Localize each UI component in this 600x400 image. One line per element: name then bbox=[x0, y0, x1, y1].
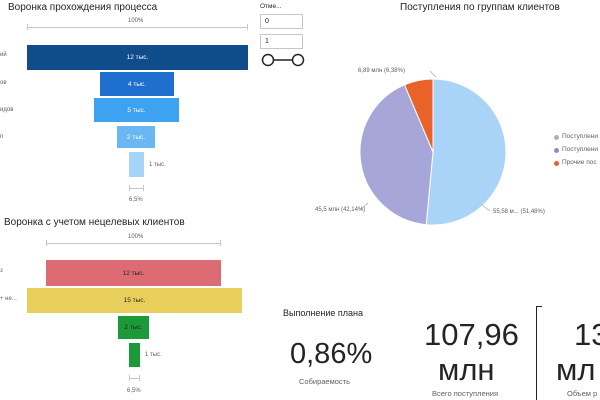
plan-title: Выполнение плана bbox=[283, 308, 363, 318]
slicer-min-input[interactable]: 0 bbox=[260, 14, 303, 29]
funnel2-bottom-divider bbox=[129, 378, 140, 379]
funnel1-bar-label-outside: 1 тыс. bbox=[149, 162, 166, 168]
funnel1-title: Воронка прохождения процесса bbox=[8, 2, 158, 13]
funnel1-top-divider bbox=[27, 27, 248, 28]
pie-leader-line bbox=[481, 204, 491, 212]
pie-leader-line bbox=[359, 202, 369, 211]
pie-chart[interactable] bbox=[340, 60, 540, 240]
total-income-value: 107,96 bbox=[424, 317, 519, 352]
pie-title: Поступления по группам клиентов bbox=[400, 2, 560, 13]
legend-dot bbox=[554, 161, 559, 166]
funnel1-bar[interactable]: 4 тыс. bbox=[100, 72, 174, 96]
volume-caption: Объем р bbox=[567, 389, 598, 398]
funnel2-title: Воронка с учетом нецелевых клиентов bbox=[4, 217, 185, 228]
funnel1-bar[interactable] bbox=[129, 152, 144, 177]
funnel2-top-divider bbox=[46, 243, 221, 244]
funnel1-category-label: идов bbox=[0, 107, 14, 113]
total-income-caption: Всего поступления bbox=[432, 389, 499, 398]
pie-slice[interactable] bbox=[403, 78, 434, 153]
legend-item[interactable]: Поступлени bbox=[562, 133, 598, 140]
volume-unit: мл bbox=[556, 352, 596, 387]
slicer-title: Отме... bbox=[260, 3, 282, 10]
funnel1-top-tick-right bbox=[247, 24, 248, 30]
volume-value: 13 bbox=[574, 317, 600, 352]
funnel1-top-tick-left bbox=[27, 24, 28, 30]
legend-item[interactable]: Поступлени bbox=[562, 146, 598, 153]
legend-dot bbox=[554, 135, 559, 140]
funnel1-bar[interactable]: 12 тыс. bbox=[27, 45, 248, 70]
funnel1-bottom-divider bbox=[129, 188, 144, 189]
funnel2-bottom-tick-left bbox=[129, 375, 130, 381]
funnel1-top-percent: 100% bbox=[128, 18, 144, 24]
card-border-top bbox=[536, 306, 542, 307]
funnel1-bottom-percent: 6,5% bbox=[129, 197, 143, 203]
pie-slice-label: 55,58 м... (51,48%) bbox=[493, 209, 545, 215]
pie-slice-label: 6,89 млн (6,38%) bbox=[358, 68, 405, 74]
slicer-max-input[interactable]: 1 bbox=[260, 34, 303, 49]
funnel1-bottom-tick-right bbox=[143, 185, 144, 191]
funnel2-top-percent: 100% bbox=[128, 234, 144, 240]
funnel2-category-label: + не... bbox=[0, 296, 17, 302]
funnel2-bar-label-outside: 1 тыс. bbox=[145, 352, 162, 358]
funnel2-bar[interactable] bbox=[129, 343, 140, 367]
plan-value: 0,86% bbox=[290, 338, 373, 370]
slider-handle-max[interactable] bbox=[291, 53, 305, 67]
funnel1-bar[interactable]: 2 тыс. bbox=[117, 126, 155, 148]
funnel2-top-tick-left bbox=[46, 240, 47, 246]
pie-leader-line bbox=[429, 70, 437, 78]
funnel1-bottom-tick-left bbox=[129, 185, 130, 191]
pie-slice-label: 45,5 млн (42,14%) bbox=[315, 207, 366, 213]
funnel1-category-label: ов bbox=[0, 80, 7, 86]
pie-slice[interactable] bbox=[359, 84, 434, 226]
slicer-range-slider[interactable] bbox=[260, 52, 306, 68]
pie-slice[interactable] bbox=[425, 78, 507, 226]
funnel2-bottom-percent: 6,5% bbox=[127, 388, 141, 394]
legend-dot bbox=[554, 148, 559, 153]
total-income-unit: млн bbox=[438, 352, 495, 387]
slider-handle-min[interactable] bbox=[261, 53, 275, 67]
plan-caption: Собираемость bbox=[299, 377, 351, 386]
funnel1-category-label: ий bbox=[0, 52, 7, 58]
funnel2-bar[interactable]: 2 тыс. bbox=[118, 316, 149, 339]
funnel1-bar[interactable]: 5 тыс. bbox=[94, 98, 179, 122]
funnel2-bar[interactable]: 15 тыс. bbox=[27, 288, 242, 313]
card-border-left bbox=[536, 306, 537, 400]
funnel2-top-tick-right bbox=[220, 240, 221, 246]
funnel2-category-label: з bbox=[0, 268, 3, 274]
funnel2-bottom-tick-right bbox=[139, 375, 140, 381]
funnel1-category-label: п bbox=[0, 134, 4, 140]
funnel2-bar[interactable]: 12 тыс. bbox=[46, 260, 221, 286]
legend-item[interactable]: Прочие пос bbox=[562, 159, 597, 166]
